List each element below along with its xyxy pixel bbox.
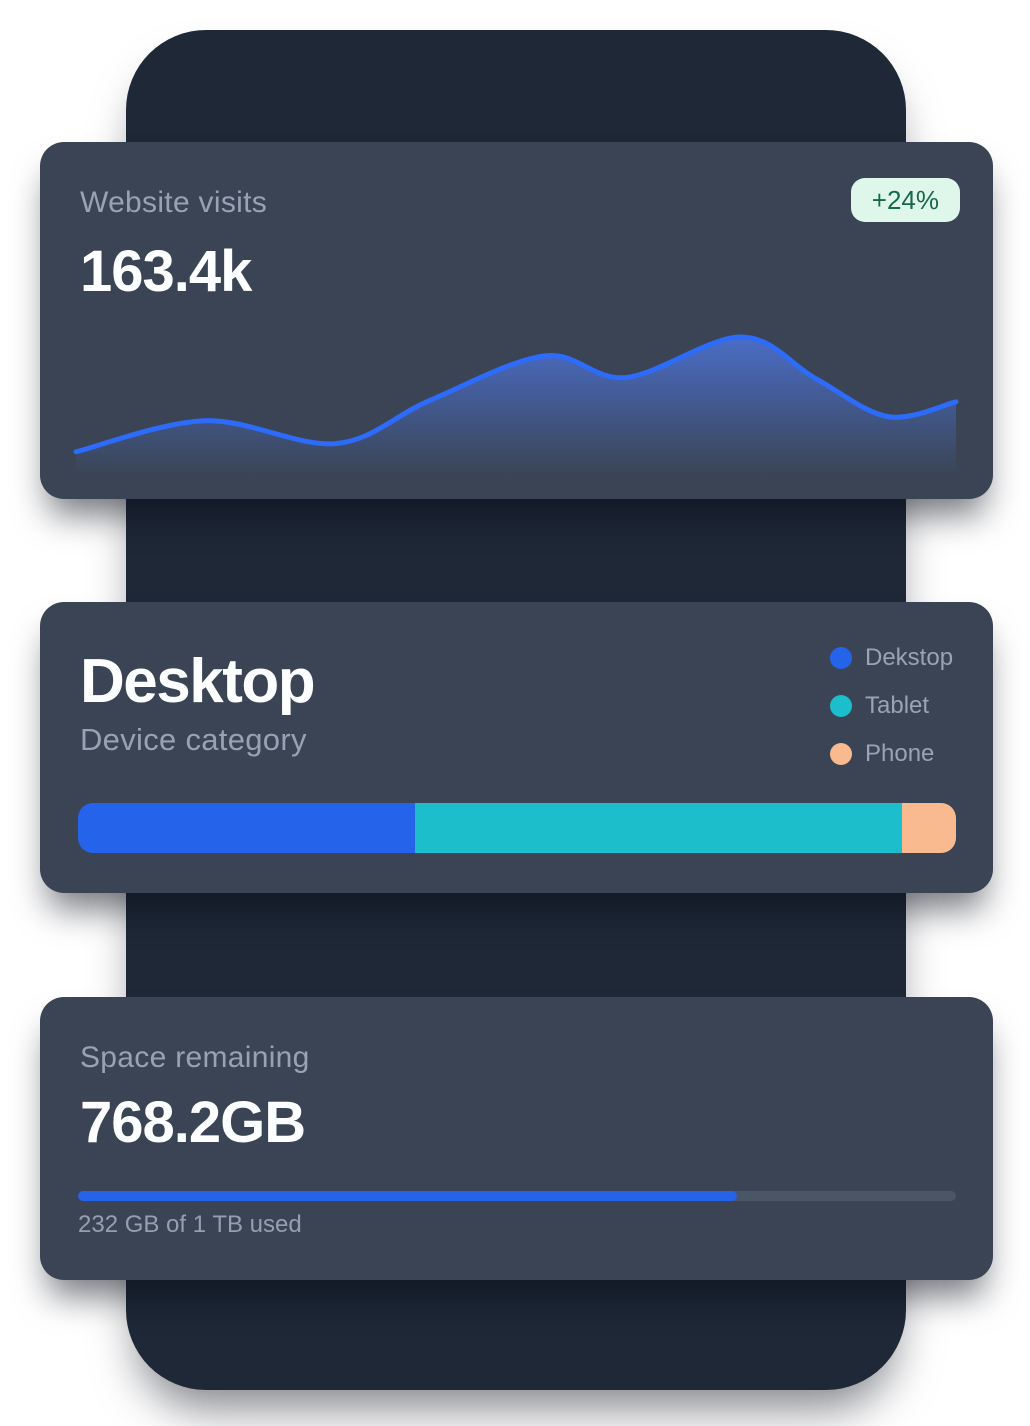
phone-legend-dot-icon <box>830 743 852 765</box>
device-legend: Dekstop Tablet Phone <box>830 644 954 767</box>
bar-segment-tablet <box>415 803 903 853</box>
device-stacked-bar <box>78 803 956 853</box>
storage-progress-fill <box>78 1191 737 1201</box>
legend-item-desktop[interactable]: Dekstop <box>830 644 954 671</box>
devices-subtitle: Device category <box>80 722 307 757</box>
website-visits-card: Website visits 163.4k +24% <box>40 142 993 499</box>
desktop-legend-dot-icon <box>830 647 852 669</box>
legend-label: Tablet <box>865 692 930 719</box>
bar-segment-dekstop <box>78 803 416 853</box>
legend-label: Dekstop <box>865 644 954 671</box>
tablet-legend-dot-icon <box>830 695 852 717</box>
device-category-card: Desktop Device category Dekstop Tablet P… <box>40 602 993 893</box>
visits-value: 163.4k <box>80 239 252 304</box>
storage-label: Space remaining <box>80 1041 310 1074</box>
legend-item-phone[interactable]: Phone <box>830 740 953 767</box>
storage-card: Space remaining 768.2GB 232 GB of 1 TB u… <box>40 997 993 1280</box>
visits-label: Website visits <box>80 186 268 219</box>
chart-line <box>73 334 959 455</box>
storage-caption: 232 GB of 1 TB used <box>78 1211 302 1238</box>
growth-badge: +24% <box>850 178 960 222</box>
bar-segment-phone <box>902 803 956 853</box>
chart-area-fill <box>76 336 956 476</box>
visits-area-chart <box>73 334 959 476</box>
devices-title: Desktop <box>80 647 316 716</box>
legend-label: Phone <box>865 740 935 767</box>
storage-value: 768.2GB <box>80 1090 306 1155</box>
storage-progress-track <box>78 1191 956 1201</box>
legend-item-tablet[interactable]: Tablet <box>830 692 953 719</box>
